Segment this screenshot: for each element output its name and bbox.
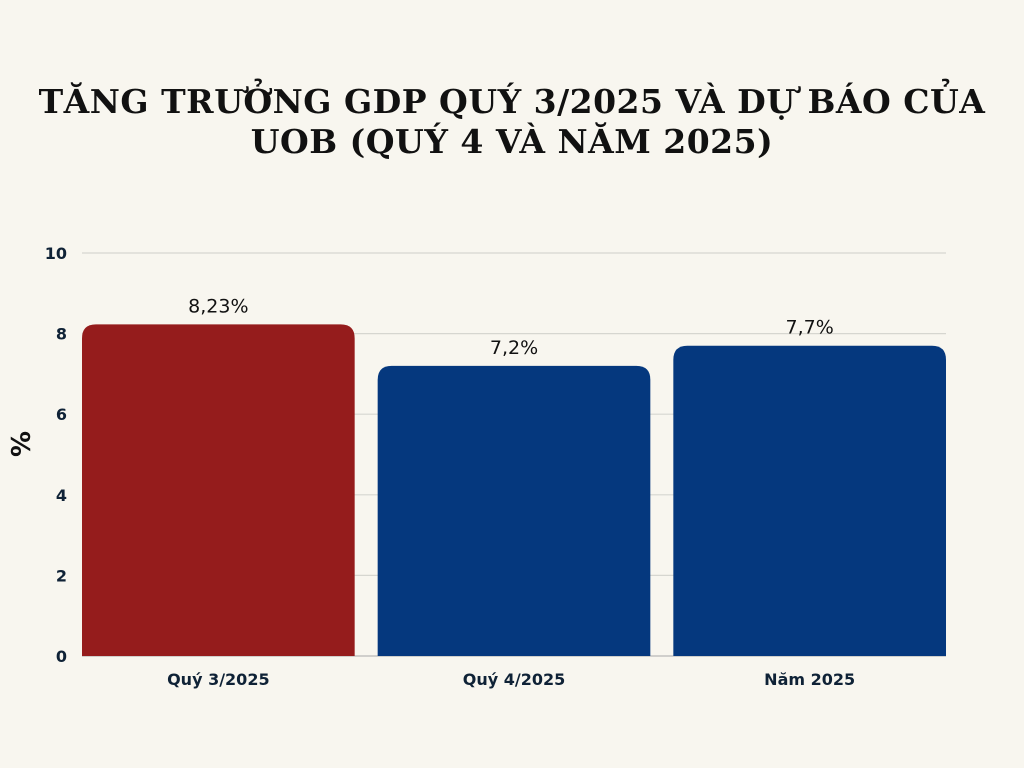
x-tick-label: Quý 3/2025: [167, 670, 270, 689]
data-label: 7,2%: [490, 337, 538, 359]
bar: [673, 345, 946, 656]
chart-title-line-1: TĂNG TRƯỞNG GDP QUÝ 3/2025 VÀ DỰ BÁO CỦA: [38, 82, 986, 121]
bar: [377, 365, 651, 656]
y-tick-label: 4: [56, 486, 67, 505]
chart-title-line-2: UOB (QUÝ 4 VÀ NĂM 2025): [250, 122, 774, 161]
x-tick-label: Quý 4/2025: [463, 670, 566, 689]
y-tick-label: 0: [56, 647, 67, 666]
bar: [82, 324, 355, 656]
y-tick-label: 10: [45, 244, 67, 263]
data-label: 7,7%: [786, 317, 834, 339]
y-tick-label: 8: [56, 325, 67, 344]
x-tick-label: Năm 2025: [764, 670, 855, 689]
data-label: 8,23%: [188, 295, 248, 317]
y-tick-label: 6: [56, 405, 67, 424]
y-tick-label: 2: [56, 566, 67, 585]
y-axis-label: %: [7, 431, 37, 457]
chart-title: TĂNG TRƯỞNG GDP QUÝ 3/2025 VÀ DỰ BÁO CỦA…: [0, 82, 1024, 162]
